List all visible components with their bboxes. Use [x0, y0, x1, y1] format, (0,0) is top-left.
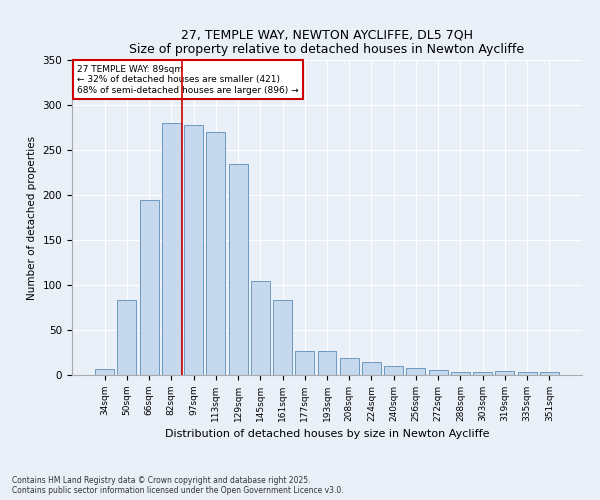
Y-axis label: Number of detached properties: Number of detached properties [27, 136, 37, 300]
Bar [451, 372, 470, 375]
Bar [384, 366, 403, 375]
Bar [140, 200, 158, 375]
Bar [273, 300, 292, 375]
Text: 27 TEMPLE WAY: 89sqm
← 32% of detached houses are smaller (421)
68% of semi-deta: 27 TEMPLE WAY: 89sqm ← 32% of detached h… [77, 64, 299, 94]
Bar [496, 372, 514, 375]
Bar [406, 368, 425, 375]
Bar [206, 132, 225, 375]
Bar [251, 280, 270, 375]
Bar [518, 372, 536, 375]
Bar [429, 370, 448, 375]
Title: 27, TEMPLE WAY, NEWTON AYCLIFFE, DL5 7QH
Size of property relative to detached h: 27, TEMPLE WAY, NEWTON AYCLIFFE, DL5 7QH… [130, 28, 524, 56]
Bar [95, 368, 114, 375]
Bar [184, 125, 203, 375]
Bar [362, 362, 381, 375]
X-axis label: Distribution of detached houses by size in Newton Aycliffe: Distribution of detached houses by size … [165, 430, 489, 440]
Bar [340, 358, 359, 375]
Text: Contains HM Land Registry data © Crown copyright and database right 2025.
Contai: Contains HM Land Registry data © Crown c… [12, 476, 344, 495]
Bar [473, 372, 492, 375]
Bar [162, 123, 181, 375]
Bar [317, 350, 337, 375]
Bar [540, 372, 559, 375]
Bar [229, 164, 248, 375]
Bar [295, 350, 314, 375]
Bar [118, 300, 136, 375]
